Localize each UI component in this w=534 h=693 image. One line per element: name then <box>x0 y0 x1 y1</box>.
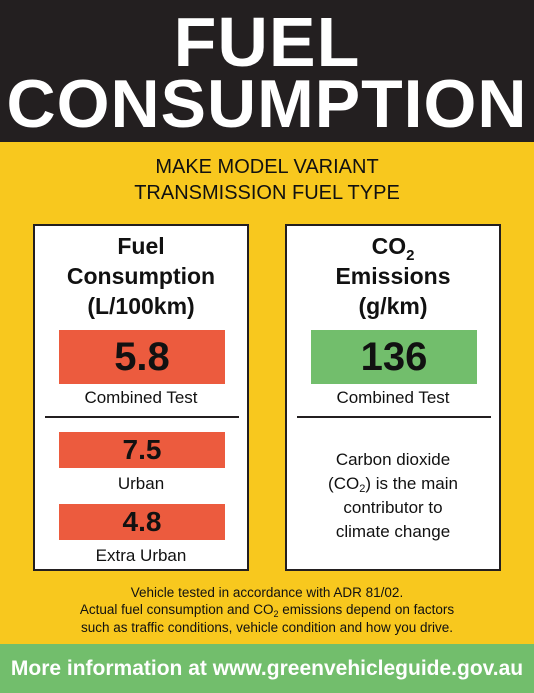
footnote-line2: Actual fuel consumption and CO2 emission… <box>0 601 534 619</box>
co2-note-line2-post: ) is the main <box>365 474 458 493</box>
fuel-consumption-panel: Fuel Consumption (L/100km) 5.8 Combined … <box>33 224 249 571</box>
footnote-line2-pre: Actual fuel consumption and CO <box>79 602 274 617</box>
label-header: FUEL CONSUMPTION <box>0 0 534 142</box>
fuel-extra-urban-label: Extra Urban <box>95 546 187 565</box>
co2-note-line2: (CO2) is the main <box>287 472 499 496</box>
co2-title-subscript: 2 <box>406 247 415 264</box>
fuel-combined-label: Combined Test <box>84 388 198 407</box>
co2-title-line2: Emissions <box>335 263 451 289</box>
fuel-urban-label: Urban <box>117 474 165 493</box>
fuel-urban-value: 7.5 <box>59 432 225 468</box>
co2-combined-value: 136 <box>311 330 477 384</box>
co2-explanation: Carbon dioxide (CO2) is the main contrib… <box>287 448 499 544</box>
co2-title-co: CO <box>371 233 407 259</box>
fuel-title-line2: Consumption <box>66 263 216 289</box>
fuel-panel-divider <box>45 416 239 418</box>
footnote-line2-post: emissions depend on factors <box>278 602 455 617</box>
vehicle-make-model: MAKE MODEL VARIANT <box>155 156 379 178</box>
co2-title-unit: (g/km) <box>358 293 428 319</box>
co2-emissions-panel: CO2 Emissions (g/km) 136 Combined Test C… <box>285 224 501 571</box>
fuel-combined-value: 5.8 <box>59 330 225 384</box>
co2-combined-label: Combined Test <box>336 388 450 407</box>
footnote-line3: such as traffic conditions, vehicle cond… <box>81 620 453 635</box>
header-title-consumption: CONSUMPTION <box>6 66 528 142</box>
footnote-line2-sub: 2 <box>273 609 279 619</box>
fuel-title-line1: Fuel <box>117 233 165 259</box>
co2-panel-divider <box>297 416 491 418</box>
more-info-footer: More information at www.greenvehicleguid… <box>0 644 534 693</box>
co2-note-line4: climate change <box>335 522 451 541</box>
co2-note-line3: contributor to <box>343 498 443 517</box>
header-title-fuel: FUEL <box>173 3 361 81</box>
co2-note-line2-sub: 2 <box>359 483 366 495</box>
co2-note-line1: Carbon dioxide <box>335 450 451 469</box>
footnote-line1: Vehicle tested in accordance with ADR 81… <box>130 585 404 600</box>
co2-note-line2-pre: (CO <box>328 474 360 493</box>
vehicle-transmission-fuel: TRANSMISSION FUEL TYPE <box>134 182 400 204</box>
co2-title-line1: CO2 <box>287 232 499 264</box>
fuel-extra-urban-value: 4.8 <box>59 504 225 540</box>
fuel-title-unit: (L/100km) <box>87 293 195 319</box>
